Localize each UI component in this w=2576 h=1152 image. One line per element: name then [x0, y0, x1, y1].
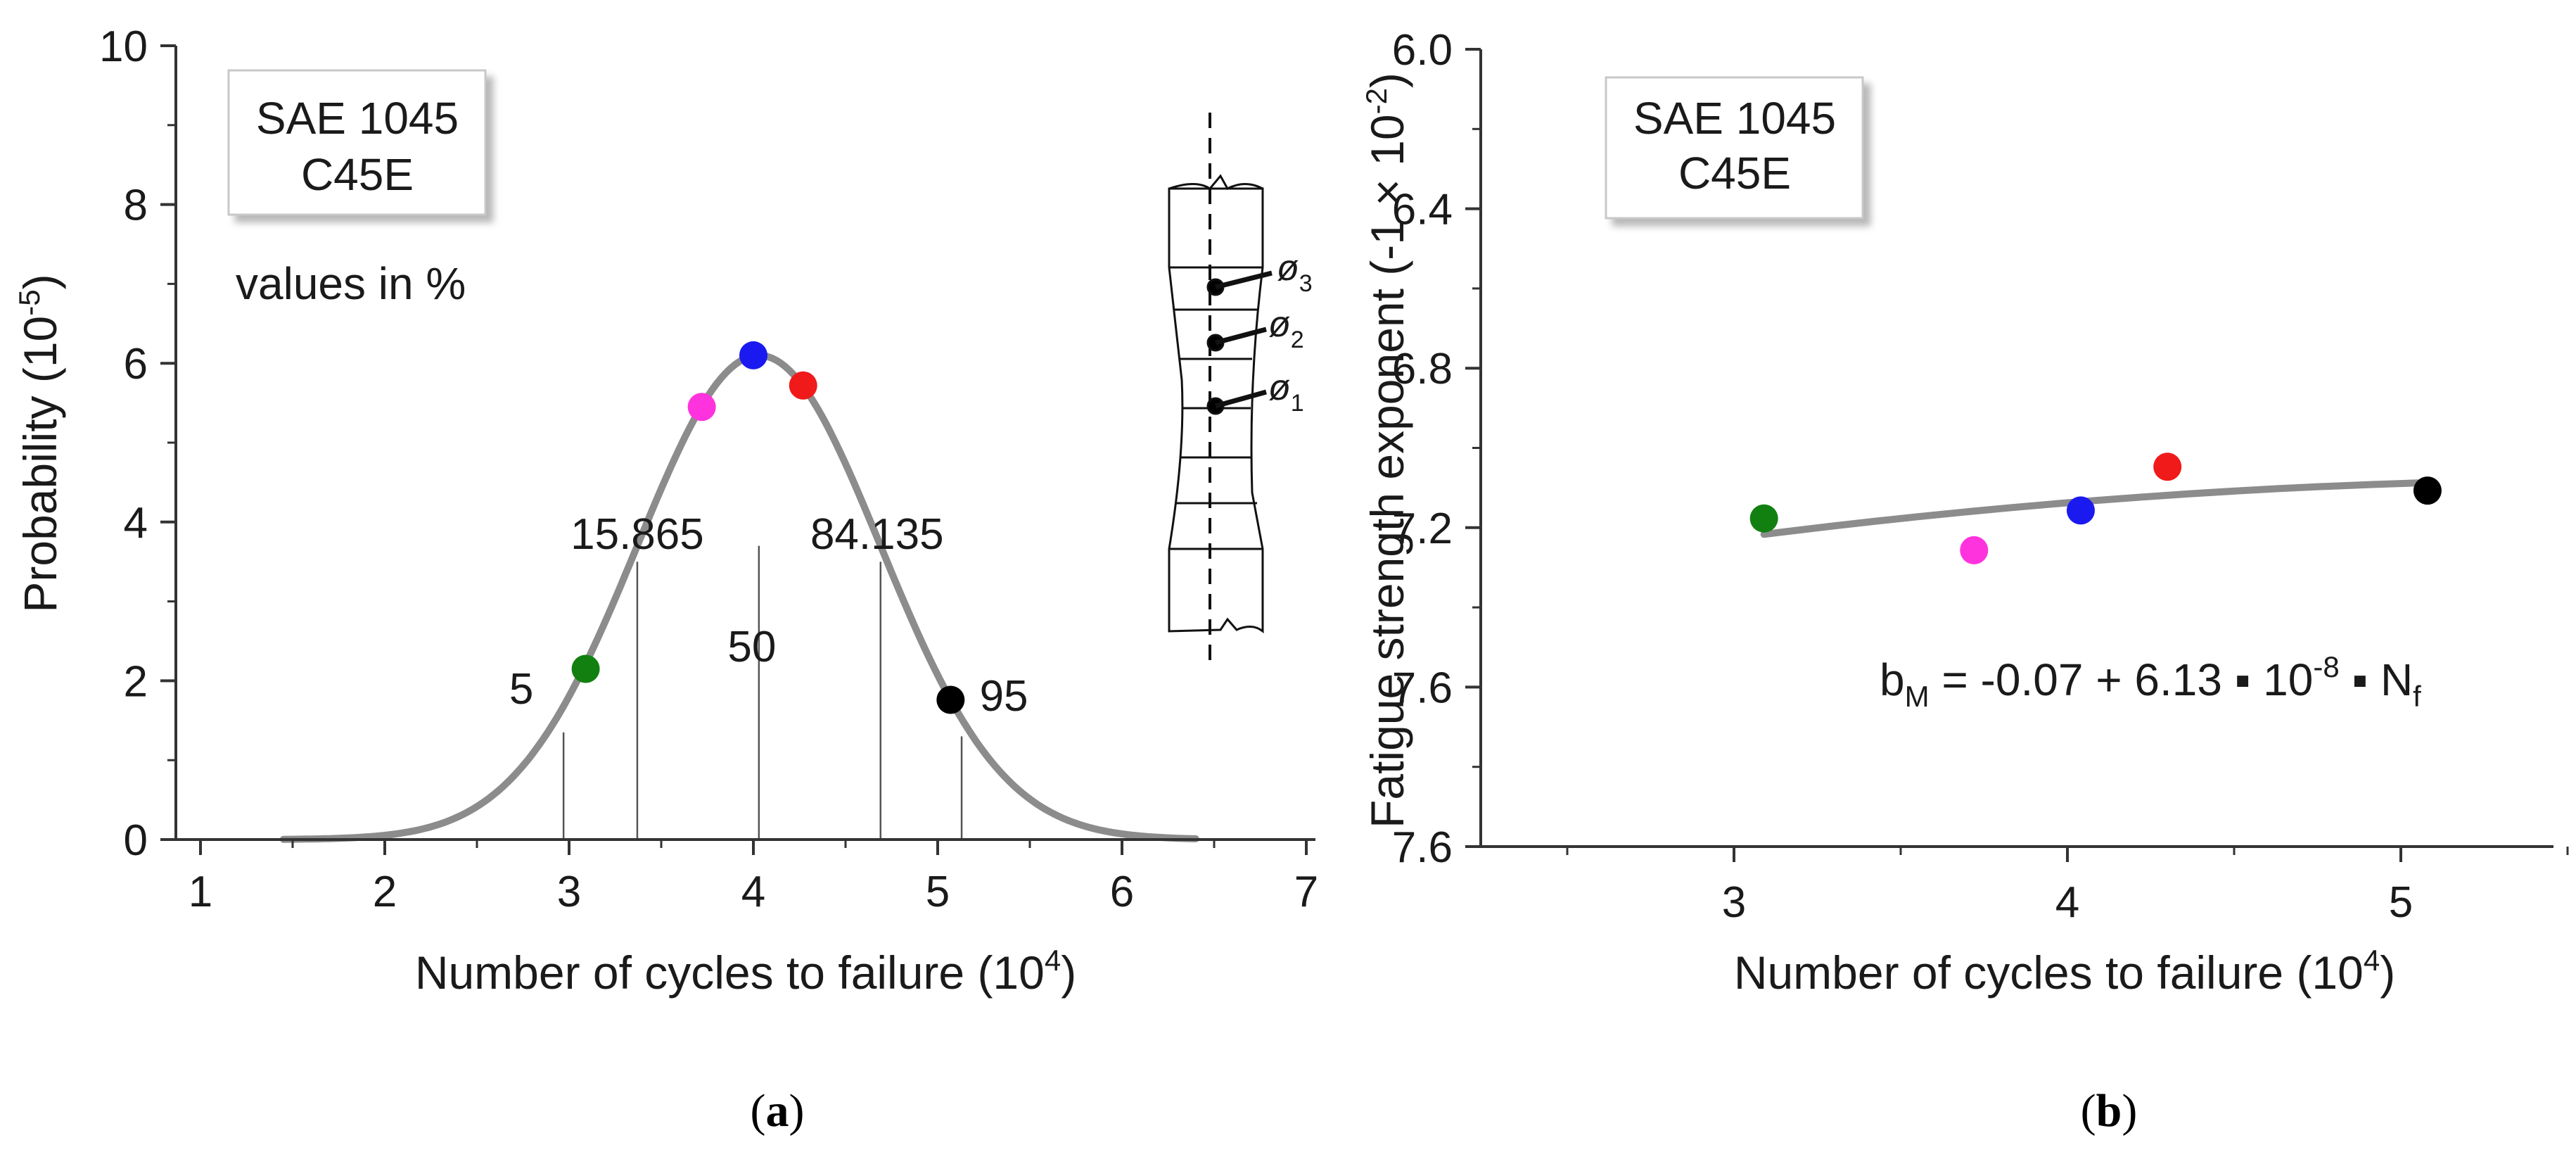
- panel-b-x-tick-label: 3: [1722, 878, 1746, 927]
- panel-b-x-tick-label: 5: [2389, 878, 2413, 927]
- panel-a-values-note: values in %: [236, 258, 466, 309]
- regression-fit-line: [1760, 479, 2431, 538]
- panel-a-data-point: [739, 341, 767, 369]
- panel-a-y-label: Probability (10-5): [13, 274, 66, 612]
- panel-a-y-tick-label: 10: [99, 23, 148, 71]
- panel-a-x-tick-label: 2: [373, 868, 397, 916]
- diameter-label-1: ø1: [1268, 367, 1304, 417]
- panel-a-ticks: 1 2 3 4 5 6 7 0 2 4 6 8 10: [99, 23, 1318, 916]
- panel-a-y-tick-label: 0: [124, 816, 148, 865]
- panel-b-data-point: [1960, 536, 1989, 564]
- panel-b-data-point: [1749, 504, 1778, 533]
- panel-b-plot: [1749, 452, 2442, 564]
- panel-a-data-point: [571, 654, 600, 683]
- panel-a: 5 15.865 50 84.135 95 1 2 3 4 5 6 7 0 2 4 6 8 10 Probabi…: [13, 23, 1318, 1137]
- percentile-label: 5: [509, 665, 533, 714]
- panel-b-y-tick-label: 6.4: [1392, 186, 1453, 234]
- panel-b-y-label: Fatigue strength exponent (-1 × 10-2): [1360, 72, 1413, 828]
- specimen-sketch: [1168, 113, 1273, 667]
- panel-a-x-tick-label: 7: [1294, 868, 1318, 916]
- panel-b-data-point: [2066, 496, 2095, 525]
- panel-b-box-line-2: C45E: [1678, 148, 1791, 198]
- specimen-outline: [1168, 187, 1264, 634]
- panel-b-caption: (b): [2081, 1085, 2138, 1137]
- panel-b-box-line-1: SAE 1045: [1633, 93, 1836, 144]
- panel-a-data-point: [687, 393, 716, 422]
- panel-a-x-tick-label: 6: [1110, 868, 1134, 916]
- panel-a-x-label: Number of cycles to failure (104): [415, 944, 1076, 999]
- panel-a-y-tick-label: 6: [124, 340, 148, 388]
- panel-a-y-tick-label: 2: [124, 657, 148, 706]
- panel-b-material-box: SAE 1045 C45E: [1605, 76, 1864, 220]
- panel-a-box-line-1: SAE 1045: [256, 93, 459, 144]
- panel-a-x-tick-label: 3: [557, 868, 581, 916]
- panel-a-x-tick-label: 4: [741, 868, 765, 916]
- panel-b-data-point: [2153, 452, 2182, 481]
- panel-a-material-box: SAE 1045 C45E: [227, 69, 487, 216]
- panel-b-data-point: [2413, 476, 2442, 505]
- percentile-label: 50: [727, 623, 776, 671]
- normal-distribution-curve: [279, 351, 1199, 843]
- percentile-label: 84.135: [810, 510, 944, 559]
- panel-a-x-tick-label: 1: [189, 868, 212, 916]
- panel-b-y-tick-label: 7.6: [1392, 664, 1453, 712]
- specimen-top-cut: [1168, 174, 1263, 191]
- diameter-label-2: ø2: [1268, 304, 1304, 353]
- panel-a-box-line-2: C45E: [301, 149, 414, 200]
- diameter-label-3: ø3: [1277, 248, 1313, 297]
- panel-b-y-tick-label: 7.6: [1392, 823, 1453, 872]
- panel-a-y-tick-label: 8: [124, 182, 148, 230]
- panel-b-y-tick-label: 6.8: [1392, 345, 1453, 393]
- panel-b: 3 4 5 6.0 6.4 6.8 7.2 7.6 7.6 Fatigue strength e…: [1360, 26, 2569, 1137]
- panel-a-data-point: [936, 685, 965, 714]
- panel-b-y-tick-label: 6.0: [1392, 26, 1453, 75]
- panel-a-y-tick-label: 4: [124, 499, 148, 547]
- panel-b-x-tick-label: 4: [2055, 878, 2079, 927]
- percentile-label: 15.865: [570, 510, 704, 559]
- panel-a-data-point: [789, 371, 817, 400]
- panel-a-plot: 5 15.865 50 84.135 95: [279, 341, 1199, 843]
- percentile-label: 95: [980, 672, 1028, 721]
- panel-a-x-tick-label: 5: [926, 868, 950, 916]
- panel-a-caption: (a): [751, 1085, 805, 1137]
- regression-equation: bM = -0.07 + 6.13 ▪ 10-8 ▪ Nf: [1880, 650, 2421, 713]
- panel-b-y-tick-label: 7.2: [1392, 505, 1453, 553]
- panel-b-ticks: 3 4 5 6.0 6.4 6.8 7.2 7.6 7.6: [1392, 26, 2569, 927]
- panel-b-x-label: Number of cycles to failure (104): [1734, 944, 2395, 999]
